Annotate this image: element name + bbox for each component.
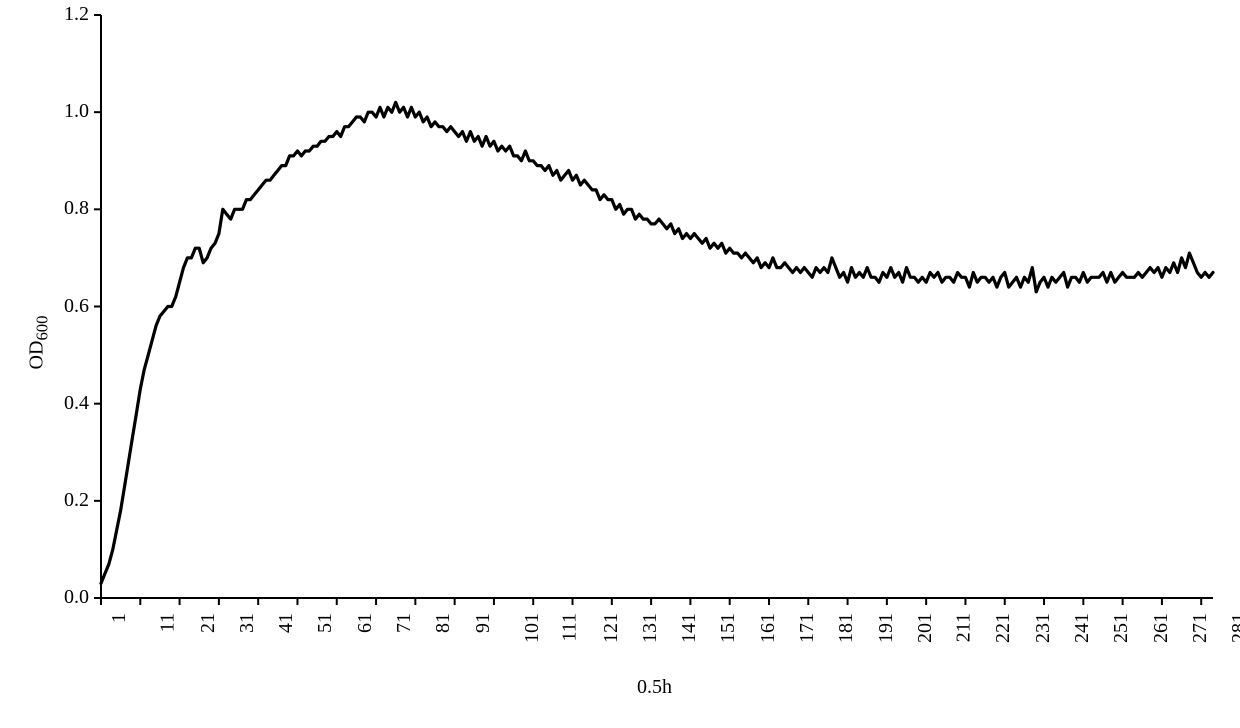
x-tick-label: 91 (472, 613, 495, 633)
x-tick-label: 161 (757, 613, 780, 643)
x-tick-label: 101 (521, 613, 544, 643)
x-tick-label: 71 (393, 613, 416, 633)
x-tick-label: 61 (354, 613, 377, 633)
y-tick-label: 1.2 (39, 3, 89, 26)
y-tick-label: 1.0 (39, 100, 89, 123)
y-tick-label: 0.8 (39, 197, 89, 220)
x-tick-label: 81 (432, 613, 455, 633)
y-axis-label: OD600 (25, 315, 52, 369)
x-tick-label: 41 (275, 613, 298, 633)
x-tick-label: 111 (559, 613, 582, 642)
x-tick-label: 11 (157, 613, 180, 632)
y-tick-label: 0.2 (39, 489, 89, 512)
x-tick-label: 141 (678, 613, 701, 643)
x-tick-label: 151 (717, 613, 740, 643)
x-tick-label: 121 (600, 613, 623, 643)
x-tick-label: 261 (1150, 613, 1173, 643)
y-tick-label: 0.0 (39, 586, 89, 609)
x-axis-label: 0.5h (637, 676, 672, 699)
x-tick-label: 231 (1032, 613, 1055, 643)
y-tick-label: 0.4 (39, 392, 89, 415)
x-tick-label: 281 (1228, 613, 1240, 643)
y-tick-label: 0.6 (39, 295, 89, 318)
x-tick-label: 51 (314, 613, 337, 633)
x-tick-label: 221 (992, 613, 1015, 643)
growth-curve-chart: OD600 0.5h 0.00.20.40.60.81.01.211121314… (0, 0, 1240, 728)
x-tick-label: 211 (952, 613, 975, 642)
x-tick-label: 1 (108, 613, 131, 623)
x-tick-label: 131 (639, 613, 662, 643)
x-tick-label: 201 (914, 613, 937, 643)
x-tick-label: 21 (197, 613, 220, 633)
x-tick-label: 31 (236, 613, 259, 633)
x-tick-label: 191 (875, 613, 898, 643)
x-tick-label: 241 (1071, 613, 1094, 643)
x-tick-label: 181 (835, 613, 858, 643)
x-tick-label: 271 (1189, 613, 1212, 643)
x-tick-label: 251 (1110, 613, 1133, 643)
x-tick-label: 171 (796, 613, 819, 643)
